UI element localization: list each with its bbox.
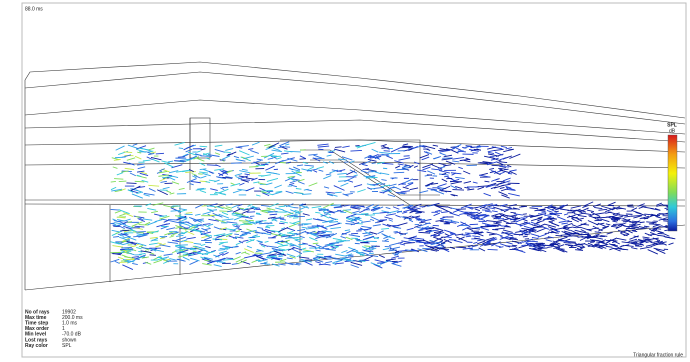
viewport: 88.0 ms No of rays19902Max time200.0 msT… <box>0 0 690 362</box>
app-window: 88.0 ms No of rays19902Max time200.0 msT… <box>0 0 690 362</box>
ray <box>300 150 306 151</box>
ray <box>313 243 319 244</box>
ray <box>168 219 178 220</box>
ray <box>231 163 242 164</box>
ray <box>111 209 119 210</box>
ray <box>366 177 378 178</box>
color-scale <box>668 135 677 231</box>
ray <box>504 169 509 170</box>
ray <box>347 260 355 261</box>
ray <box>350 207 357 208</box>
ray <box>384 151 390 152</box>
time-label: 88.0 ms <box>25 6 43 12</box>
ray <box>488 249 498 250</box>
ray <box>628 226 638 227</box>
ray <box>627 207 634 208</box>
ray <box>126 183 136 184</box>
ray <box>394 172 405 173</box>
ray <box>121 247 131 248</box>
ray <box>512 245 517 246</box>
ray <box>280 147 290 148</box>
ray <box>178 157 185 158</box>
ray <box>632 231 637 232</box>
ray <box>573 227 577 228</box>
ray <box>240 208 244 209</box>
ray <box>111 181 116 182</box>
ray <box>247 212 255 213</box>
ray <box>277 254 282 255</box>
info-value: SPL <box>62 343 72 349</box>
ray <box>523 214 527 215</box>
ray <box>419 242 428 243</box>
ray <box>232 224 238 225</box>
ray <box>249 166 258 167</box>
ray <box>138 251 142 252</box>
info-label: Ray color <box>25 343 48 349</box>
ray <box>293 218 299 219</box>
ray <box>629 224 636 225</box>
ray <box>393 231 397 232</box>
ray <box>508 173 512 174</box>
ray <box>377 263 384 264</box>
ray <box>456 247 466 248</box>
ray <box>174 161 186 162</box>
ray <box>351 233 358 234</box>
ray <box>135 181 145 182</box>
ray <box>501 165 505 166</box>
ray <box>557 240 562 241</box>
ray <box>350 150 361 151</box>
footer-note: Triangular fraction rule <box>633 352 683 358</box>
ray <box>300 159 306 160</box>
ray <box>385 246 392 247</box>
ray <box>261 164 269 165</box>
ray <box>382 241 389 242</box>
ray <box>331 205 341 206</box>
ray <box>342 233 347 234</box>
ray <box>634 243 640 244</box>
ray <box>449 240 456 241</box>
ray <box>340 212 346 213</box>
ray <box>179 148 183 149</box>
ray <box>613 224 623 225</box>
ray <box>640 222 645 223</box>
ray <box>200 146 208 147</box>
ray <box>150 255 156 256</box>
ray <box>360 242 368 243</box>
ray <box>623 221 629 222</box>
legend-unit: dB <box>669 128 676 134</box>
ray <box>110 223 114 224</box>
ray <box>176 245 188 246</box>
ray <box>290 151 301 152</box>
view-frame <box>22 3 686 357</box>
ray <box>612 225 617 226</box>
